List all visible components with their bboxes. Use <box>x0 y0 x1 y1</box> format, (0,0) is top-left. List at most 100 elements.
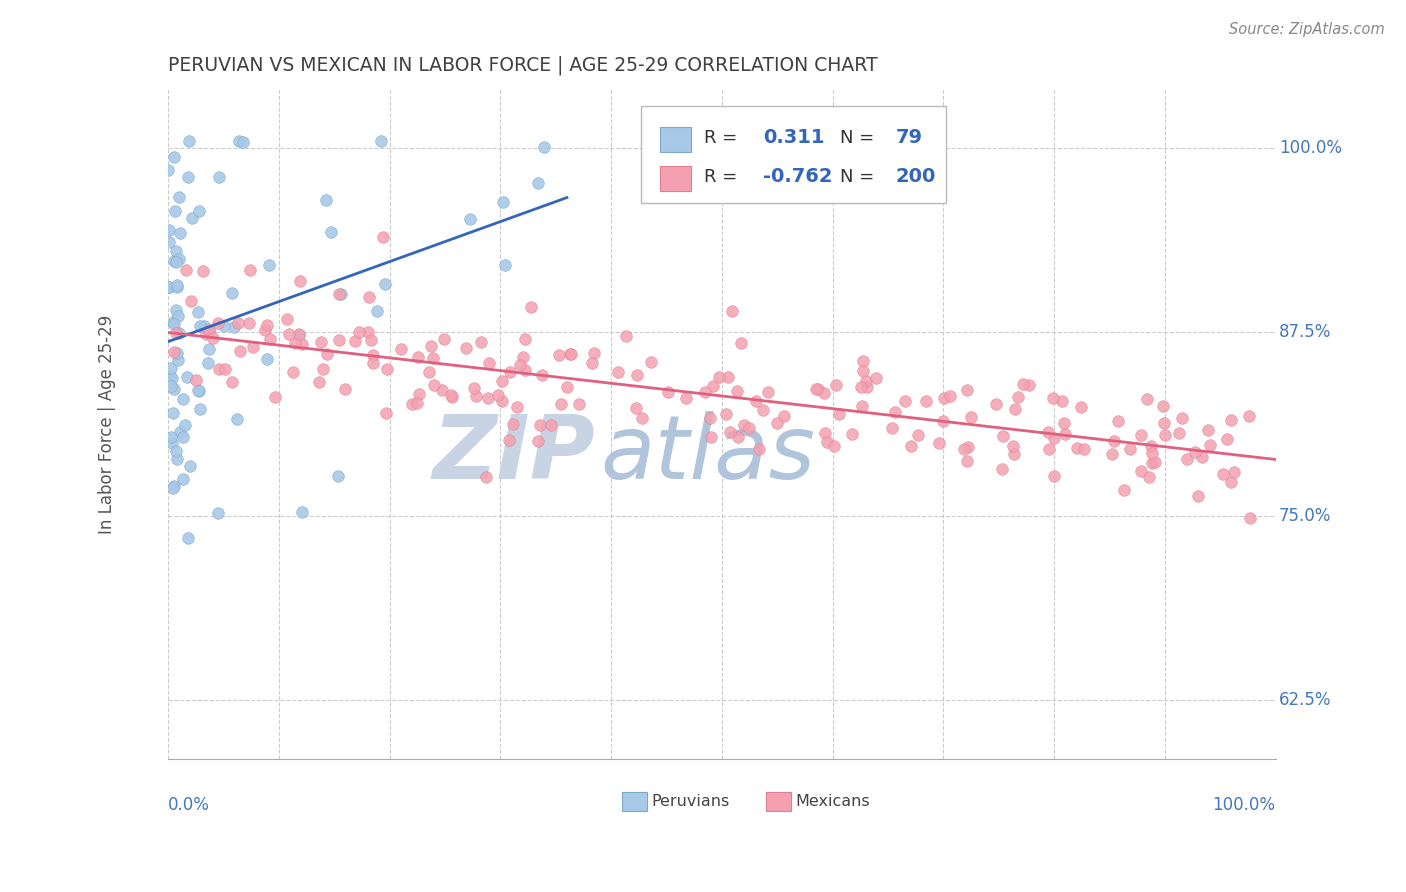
Point <box>165 303 187 318</box>
Point <box>277 327 299 342</box>
Point <box>744 394 766 409</box>
Point <box>186 373 208 387</box>
Point <box>813 425 835 440</box>
Point <box>1212 467 1234 481</box>
Point <box>675 391 697 405</box>
Point <box>953 442 976 456</box>
Point <box>166 280 188 294</box>
Point <box>1220 475 1243 489</box>
Point <box>560 347 582 361</box>
Point <box>766 416 789 430</box>
Point <box>221 375 243 389</box>
Point <box>756 384 779 399</box>
Text: N =: N = <box>841 128 875 147</box>
Point <box>1237 409 1260 423</box>
Point <box>454 341 477 355</box>
Bar <box>659 127 690 153</box>
Point <box>160 436 183 450</box>
Text: 75.0%: 75.0% <box>1279 508 1331 525</box>
Point <box>422 351 444 365</box>
Text: In Labor Force | Age 25-29: In Labor Force | Age 25-29 <box>98 315 117 533</box>
Point <box>163 345 186 359</box>
Point <box>748 442 770 456</box>
Point <box>430 383 453 397</box>
Point <box>239 262 262 277</box>
Point <box>418 365 440 379</box>
Point <box>513 332 536 346</box>
Point <box>1107 414 1129 428</box>
Point <box>256 352 278 367</box>
Point <box>163 150 186 164</box>
Point <box>316 347 339 361</box>
Point <box>1101 447 1123 461</box>
Point <box>440 390 463 404</box>
Point <box>408 387 430 401</box>
Point <box>422 378 444 392</box>
Point <box>804 382 827 396</box>
Point <box>555 380 578 394</box>
Point <box>401 396 423 410</box>
Point <box>1197 423 1219 437</box>
Point <box>360 334 382 348</box>
Point <box>986 397 1008 411</box>
Point <box>1177 451 1199 466</box>
Point <box>242 340 264 354</box>
Point <box>214 362 236 376</box>
FancyBboxPatch shape <box>641 106 946 203</box>
Point <box>433 332 456 346</box>
Point <box>581 356 603 370</box>
Point <box>344 334 367 349</box>
Point <box>752 403 775 417</box>
Point <box>932 414 955 428</box>
Point <box>1012 376 1035 391</box>
Point <box>657 384 679 399</box>
Point <box>1129 464 1152 478</box>
Point <box>177 170 200 185</box>
Point <box>1152 400 1174 414</box>
Point <box>212 318 235 333</box>
Point <box>309 334 332 349</box>
Point <box>440 387 463 401</box>
Point <box>1137 469 1160 483</box>
Point <box>288 327 311 342</box>
Point <box>157 280 180 294</box>
Point <box>991 461 1014 475</box>
Point <box>375 362 398 376</box>
Point <box>959 409 981 424</box>
Point <box>157 223 180 237</box>
Point <box>733 418 755 433</box>
Text: Mexicans: Mexicans <box>794 794 869 809</box>
Point <box>955 383 977 397</box>
Point <box>458 212 481 227</box>
Point <box>328 287 350 301</box>
Point <box>224 320 246 334</box>
Point <box>725 384 748 398</box>
Point <box>607 365 630 379</box>
Point <box>326 469 349 483</box>
Point <box>1154 428 1177 442</box>
Point <box>187 305 209 319</box>
Point <box>177 134 200 148</box>
Text: 79: 79 <box>896 128 922 147</box>
Point <box>177 531 200 545</box>
Text: 87.5%: 87.5% <box>1279 323 1331 342</box>
Point <box>475 470 498 484</box>
Point <box>1002 439 1025 453</box>
Point <box>702 378 724 392</box>
Point <box>188 318 211 333</box>
Point <box>166 244 188 259</box>
Point <box>169 425 191 439</box>
Point <box>1043 469 1066 483</box>
Point <box>1191 450 1213 464</box>
Point <box>172 472 194 486</box>
Bar <box>623 792 647 811</box>
Point <box>477 356 499 370</box>
Point <box>1070 400 1092 414</box>
Point <box>225 412 247 426</box>
Point <box>907 427 929 442</box>
Point <box>815 434 838 449</box>
Point <box>1043 431 1066 445</box>
Point <box>700 430 723 444</box>
Point <box>865 370 887 384</box>
Point <box>1144 455 1167 469</box>
